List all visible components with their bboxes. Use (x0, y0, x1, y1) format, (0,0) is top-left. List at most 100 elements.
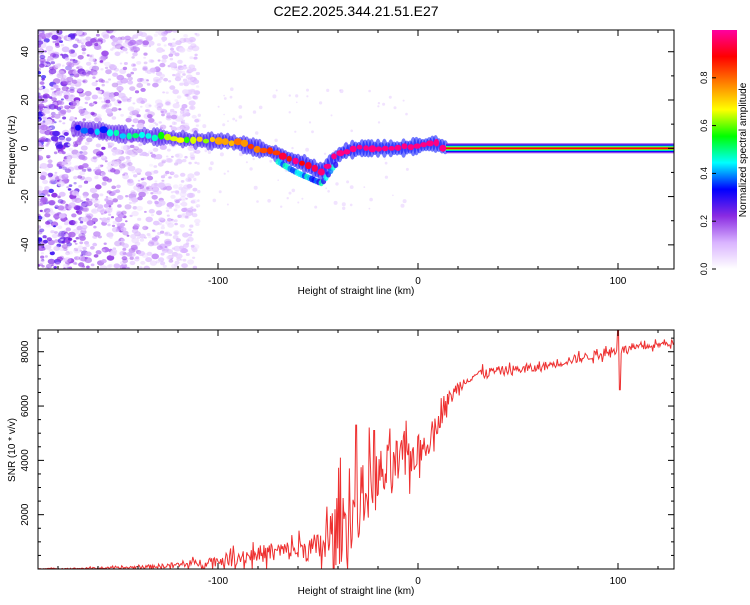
noise-speck (52, 78, 61, 84)
noise-speck (186, 109, 190, 112)
noise-speck (146, 79, 149, 82)
noise-speck (83, 108, 87, 111)
noise-speck (49, 127, 53, 130)
noise-speck (84, 69, 91, 75)
noise-speck (39, 175, 47, 181)
ridge-blob (214, 137, 223, 145)
noise-speck (91, 65, 100, 72)
noise-speck (75, 236, 80, 240)
noise-speck (90, 263, 95, 267)
noise-speck (112, 72, 119, 77)
noise-speck (49, 179, 55, 185)
noise-speck (101, 146, 106, 150)
noise-speck (135, 183, 142, 188)
noise-speck (90, 246, 95, 250)
noise-speck (346, 180, 350, 184)
noise-speck (67, 237, 71, 241)
noise-speck (85, 198, 90, 201)
noise-speck (104, 66, 109, 70)
noise-speck (188, 192, 196, 198)
noise-speck (149, 69, 152, 72)
noise-speck (166, 214, 170, 217)
noise-speck (182, 199, 186, 202)
noise-speck (126, 73, 132, 78)
noise-speck (100, 79, 106, 84)
noise-speck (161, 224, 165, 227)
noise-speck (186, 207, 194, 213)
noise-speck (164, 240, 172, 247)
noise-speck (155, 154, 163, 160)
snr-background (38, 330, 674, 569)
ridge-blob (286, 155, 292, 162)
noise-speck (100, 68, 104, 71)
noise-speck (157, 162, 164, 167)
noise-speck (119, 50, 124, 54)
noise-speck (297, 201, 300, 204)
noise-speck (38, 237, 43, 242)
noise-speck (169, 108, 175, 113)
noise-speck (68, 231, 76, 238)
noise-speck (105, 69, 112, 75)
noise-speck (136, 82, 143, 88)
noise-speck (132, 52, 138, 57)
noise-speck (50, 61, 55, 65)
noise-speck (93, 225, 97, 229)
noise-speck (161, 159, 167, 164)
noise-speck (296, 101, 298, 104)
noise-speck (80, 203, 87, 208)
steady-tone (446, 143, 674, 154)
noise-speck (185, 242, 190, 246)
ridge-blob (349, 145, 357, 153)
noise-speck (150, 153, 157, 158)
noise-speck (109, 236, 113, 239)
noise-speck (111, 116, 117, 120)
noise-speck (77, 55, 84, 60)
noise-speck (126, 234, 130, 237)
noise-speck (120, 238, 125, 242)
noise-speck (91, 209, 97, 213)
noise-speck (48, 174, 52, 178)
noise-speck (301, 197, 304, 200)
noise-speck (402, 199, 407, 204)
noise-speck (218, 190, 222, 194)
noise-speck (85, 36, 92, 42)
noise-speck (55, 261, 61, 266)
noise-speck (124, 35, 131, 41)
noise-speck (79, 150, 83, 154)
noise-speck (45, 110, 50, 114)
noise-speck (191, 199, 198, 204)
noise-speck (47, 258, 56, 265)
noise-speck (99, 265, 108, 269)
noise-speck (368, 207, 371, 210)
noise-speck (106, 255, 115, 261)
noise-speck (107, 210, 110, 213)
noise-speck (99, 60, 104, 63)
noise-speck (93, 254, 99, 258)
noise-speck (288, 111, 291, 114)
noise-speck (38, 95, 44, 99)
noise-speck (140, 100, 145, 104)
noise-speck (80, 266, 85, 269)
noise-speck (188, 100, 196, 106)
noise-speck (167, 42, 173, 46)
noise-speck (126, 252, 133, 257)
noise-speck (180, 201, 188, 207)
snr-frame (37, 329, 675, 570)
noise-speck (38, 141, 42, 147)
noise-speck (311, 130, 314, 134)
noise-speck (165, 220, 172, 225)
noise-speck (60, 43, 65, 47)
noise-speck (267, 199, 271, 203)
noise-speck (146, 175, 154, 181)
noise-speck (151, 214, 154, 217)
noise-speck (162, 91, 166, 94)
noise-speck (48, 68, 57, 75)
noise-speck (50, 230, 55, 234)
noise-speck (349, 185, 354, 190)
noise-speck (122, 66, 128, 71)
noise-speck (95, 87, 101, 91)
noise-speck (40, 255, 45, 259)
noise-speck (326, 88, 330, 92)
noise-speck (194, 95, 199, 99)
noise-speck (133, 174, 138, 178)
